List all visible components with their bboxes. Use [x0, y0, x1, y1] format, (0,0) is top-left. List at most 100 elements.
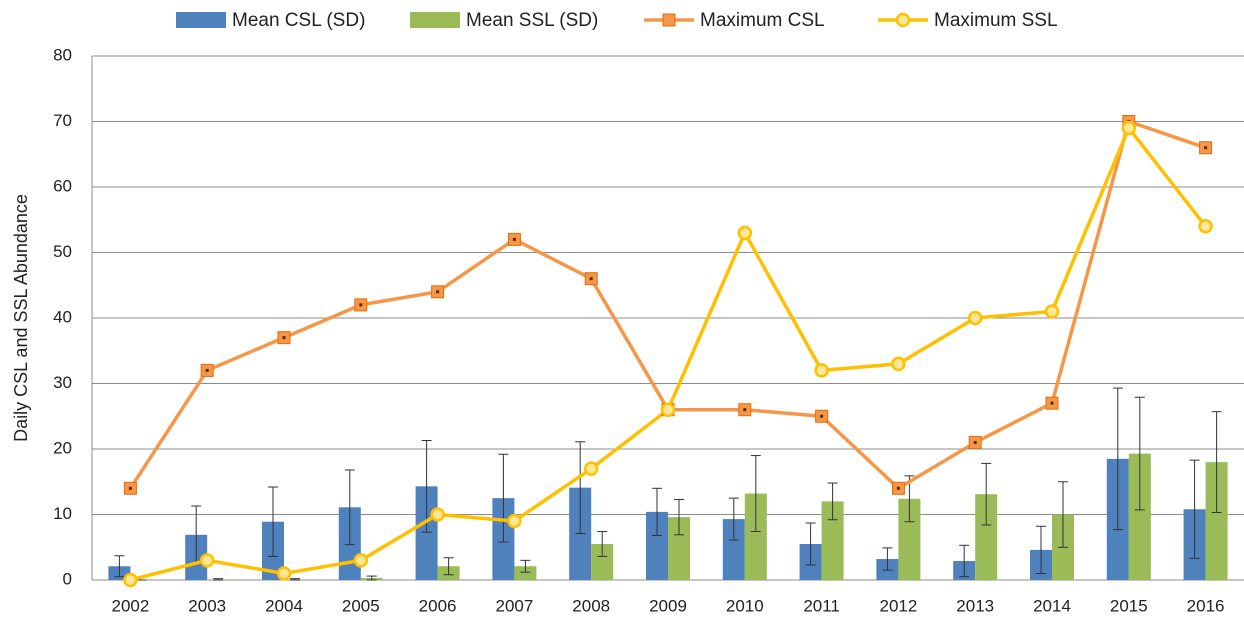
x-tick-label: 2010	[726, 596, 764, 615]
line	[128, 119, 1207, 491]
legend-label: Mean SSL (SD)	[466, 10, 598, 31]
x-tick-label: 2004	[265, 596, 303, 615]
error-bar	[1211, 411, 1222, 514]
y-tick-label: 40	[53, 307, 72, 326]
x-tick-label: 2006	[419, 596, 457, 615]
bar	[898, 498, 921, 580]
line-marker	[660, 402, 676, 417]
legend-swatch	[176, 12, 226, 28]
x-tick-label: 2005	[342, 596, 380, 615]
bar	[591, 543, 614, 580]
error-bar	[268, 486, 278, 557]
legend-marker	[895, 12, 911, 28]
x-tick-label: 2007	[495, 596, 533, 615]
legend-marker	[662, 13, 676, 27]
bar	[975, 494, 998, 580]
error-bar	[652, 487, 662, 536]
line-marker	[430, 507, 445, 522]
error-bar	[750, 455, 761, 533]
bar	[1128, 453, 1151, 580]
error-bar	[959, 544, 970, 578]
x-tick-label: 2013	[956, 596, 994, 615]
y-tick-label: 10	[53, 504, 72, 523]
line-marker	[583, 461, 599, 476]
error-bar	[443, 557, 454, 576]
error-bar	[1112, 387, 1123, 531]
y-tick-label: 50	[53, 242, 72, 261]
marker-dot	[1050, 401, 1054, 405]
legend-swatch	[410, 12, 460, 28]
x-tick-label: 2011	[803, 596, 840, 615]
bar	[821, 501, 844, 580]
bar	[1205, 462, 1228, 580]
error-bar	[674, 498, 684, 536]
x-tick-label: 2014	[1033, 596, 1071, 615]
line-marker	[1044, 304, 1060, 319]
marker-dot	[589, 277, 593, 281]
error-bar	[575, 441, 586, 534]
y-tick-label: 0	[63, 569, 72, 588]
x-tick-label: 2016	[1187, 596, 1225, 615]
legend-label: Maximum CSL	[700, 10, 825, 31]
error-bar	[344, 469, 355, 546]
error-bar	[1189, 459, 1200, 559]
x-tick-label: 2012	[879, 596, 917, 615]
marker-dot	[282, 336, 286, 340]
line-marker	[507, 513, 522, 529]
marker-dot	[1204, 146, 1208, 150]
error-bar	[597, 531, 608, 557]
error-bar	[805, 522, 816, 566]
x-tick-label: 2003	[188, 596, 226, 615]
marker-dot	[743, 408, 747, 412]
error-bar	[114, 555, 125, 578]
error-bar	[1058, 481, 1068, 548]
x-tick-label: 2002	[111, 596, 149, 615]
legend-label: Mean CSL (SD)	[232, 10, 365, 31]
error-bar	[827, 482, 838, 521]
error-bar	[213, 578, 224, 581]
y-tick-label: 70	[53, 111, 72, 130]
marker-dot	[512, 237, 516, 241]
error-bar	[421, 439, 432, 533]
bar	[415, 486, 438, 580]
line-marker	[123, 572, 138, 588]
marker-dot	[359, 303, 363, 307]
error-bar	[882, 547, 893, 571]
line-marker	[353, 553, 369, 568]
bar	[744, 493, 767, 580]
marker-dot	[128, 486, 132, 490]
legend-label: Maximum SSL	[934, 10, 1058, 31]
marker-dot	[973, 440, 977, 444]
line-marker	[814, 363, 829, 378]
error-bar	[981, 462, 992, 526]
line-marker	[891, 356, 906, 372]
x-tick-label: 2008	[572, 596, 610, 615]
bar	[514, 566, 537, 580]
y-tick-label: 20	[53, 438, 72, 457]
error-bar	[520, 559, 531, 573]
line-marker	[967, 310, 983, 326]
x-tick-label: 2015	[1110, 596, 1148, 615]
x-tick-label: 2009	[649, 596, 687, 615]
y-axis-label: Daily CSL and SSL Abundance	[11, 194, 31, 442]
line-marker	[737, 225, 753, 241]
line-marker	[1198, 219, 1213, 234]
error-bar	[366, 575, 377, 581]
bar	[722, 519, 745, 580]
error-bar	[290, 578, 300, 581]
marker-dot	[820, 414, 824, 418]
error-bar	[1036, 525, 1046, 574]
bar	[646, 511, 668, 580]
line-marker	[276, 566, 292, 581]
line-marker	[1121, 120, 1137, 136]
marker-dot	[436, 290, 440, 294]
marker-dot	[896, 486, 900, 490]
y-tick-label: 80	[53, 45, 72, 64]
marker-dot	[205, 368, 209, 372]
bar	[668, 517, 690, 580]
error-bar	[1134, 396, 1145, 511]
error-bar	[498, 453, 509, 543]
y-tick-label: 60	[53, 176, 72, 195]
y-tick-label: 30	[53, 373, 72, 392]
